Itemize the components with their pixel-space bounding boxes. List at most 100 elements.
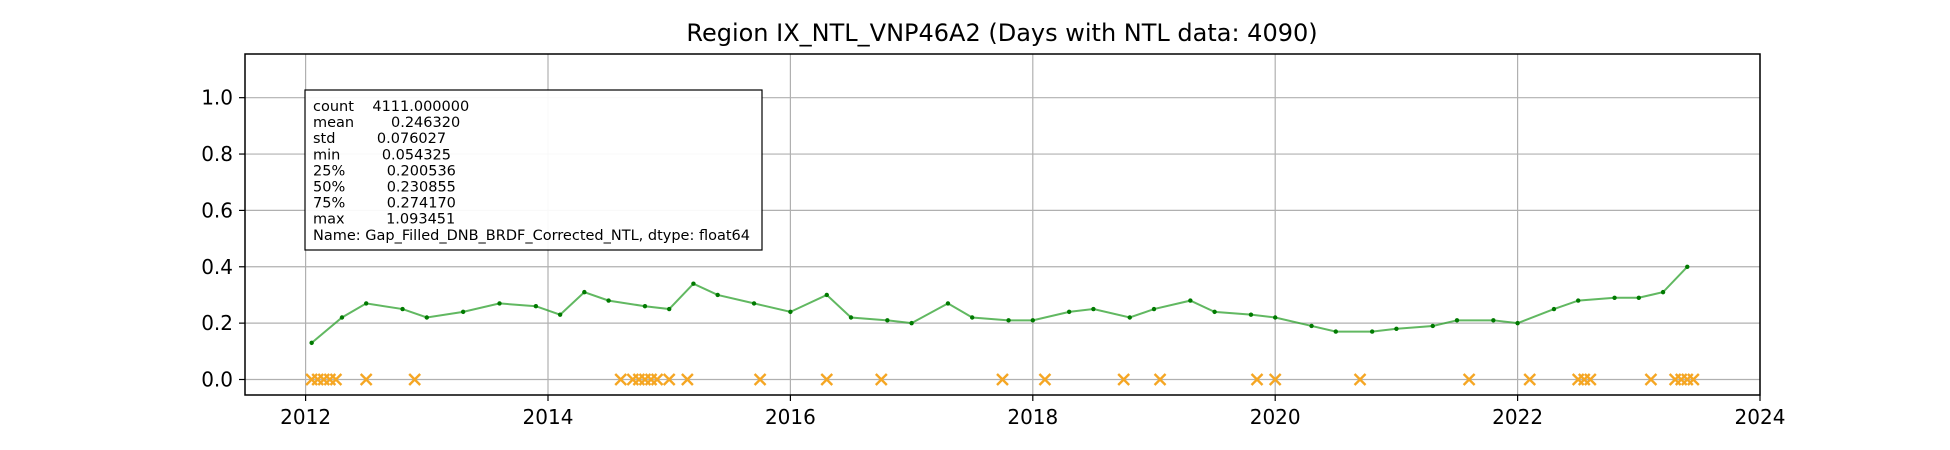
- chart-title: Region IX_NTL_VNP46A2 (Days with NTL dat…: [686, 19, 1317, 47]
- gap-marker-stroke: [1523, 373, 1537, 386]
- ntl-data-point: [400, 306, 405, 312]
- x-tick-label: 2012: [280, 405, 331, 429]
- y-tick-label: 0.2: [201, 311, 233, 335]
- x-tick-label: 2024: [1735, 405, 1786, 429]
- y-tick-label: 0.6: [201, 198, 233, 222]
- ntl-data-point: [1030, 318, 1036, 323]
- y-axis: 0.0 0.2 0.4 0.6 0.8 1.0: [201, 86, 245, 392]
- ntl-data-point: [1091, 306, 1096, 312]
- gap-marker: [820, 373, 834, 386]
- gap-marker: [329, 373, 343, 386]
- ntl-data-point: [1066, 309, 1072, 315]
- stats-line: 75% 0.274170: [313, 196, 456, 212]
- ntl-data-point: [1309, 323, 1314, 329]
- ntl-data-point: [309, 340, 314, 346]
- ntl-data-point: [1127, 315, 1132, 320]
- gap-markers: [305, 373, 1700, 386]
- gap-marker: [1686, 373, 1700, 386]
- ntl-data-point: [1685, 264, 1690, 269]
- ntl-data-point: [1394, 326, 1399, 331]
- ntl-data-point: [364, 301, 369, 306]
- x-tick-label: 2016: [765, 405, 816, 429]
- ntl-data-point: [1273, 315, 1278, 320]
- gap-marker: [1523, 373, 1537, 386]
- ntl-data-point: [1491, 318, 1496, 323]
- ntl-data-point: [788, 309, 793, 315]
- gap-marker-stroke: [1353, 373, 1367, 386]
- y-tick-label: 0.0: [201, 368, 233, 392]
- gap-marker: [662, 373, 676, 386]
- stats-line: 50% 0.230855: [313, 180, 456, 196]
- stats-line: std 0.076027: [313, 131, 446, 147]
- gap-marker: [874, 373, 888, 386]
- ntl-data-point: [582, 289, 587, 295]
- ntl-data-point: [1430, 323, 1435, 329]
- gap-marker: [681, 373, 694, 386]
- x-tick-label: 2022: [1492, 405, 1543, 429]
- plot-frame: [244, 53, 1761, 396]
- ntl-data-point: [1454, 318, 1460, 323]
- gap-marker-stroke: [1686, 373, 1700, 386]
- ntl-data-point: [1515, 320, 1520, 326]
- gap-marker-stroke: [614, 373, 628, 386]
- gap-marker: [650, 373, 664, 386]
- ntl-data-point: [715, 292, 720, 298]
- gap-marker-stroke: [681, 373, 694, 386]
- gap-marker: [1268, 373, 1282, 386]
- gap-marker-stroke: [1117, 373, 1131, 386]
- ntl-data-point: [424, 315, 429, 320]
- y-tick-label: 0.8: [201, 142, 233, 166]
- ntl-data-point: [1660, 289, 1666, 295]
- ntl-data-point: [1576, 298, 1581, 303]
- ntl-data-point: [751, 301, 757, 306]
- stats-line: mean 0.246320: [313, 115, 460, 131]
- ntl-data-point: [606, 298, 611, 303]
- ntl-data-point: [339, 315, 345, 320]
- gap-marker-stroke: [753, 373, 767, 386]
- ntl-data-point: [1612, 295, 1617, 300]
- gap-marker: [1117, 373, 1131, 386]
- y-tick-label: 1.0: [201, 86, 233, 110]
- y-tick-label: 0.4: [201, 255, 233, 279]
- gap-marker-stroke: [650, 373, 664, 386]
- x-tick-label: 2020: [1250, 405, 1301, 429]
- ntl-data-point: [824, 292, 829, 298]
- gap-marker-stroke: [820, 373, 834, 386]
- stats-line: min 0.054325: [313, 147, 451, 163]
- ntl-data-point: [848, 315, 854, 320]
- ntl-data-point: [460, 309, 466, 315]
- stats-line: count 4111.000000: [313, 99, 469, 115]
- ntl-data-point: [970, 315, 975, 320]
- gap-marker: [1038, 373, 1052, 386]
- stats-line: 25% 0.200536: [313, 163, 456, 179]
- gap-marker-stroke: [874, 373, 888, 386]
- gap-marker-stroke: [1250, 373, 1264, 386]
- series-layer: [309, 264, 1690, 346]
- gap-marker-stroke: [359, 373, 373, 386]
- gap-marker: [408, 373, 422, 386]
- gap-marker-stroke: [329, 373, 343, 386]
- ntl-data-point: [667, 306, 672, 312]
- gap-marker-stroke: [408, 373, 422, 386]
- ntl-data-point: [533, 304, 539, 309]
- x-tick-label: 2014: [523, 405, 574, 429]
- ntl-data-point: [1006, 318, 1011, 323]
- ntl-data-point: [557, 312, 563, 317]
- gap-marker: [359, 373, 373, 386]
- gap-marker-stroke: [1462, 373, 1476, 386]
- gap-marker: [996, 373, 1009, 386]
- ntl-data-point: [1551, 306, 1557, 312]
- x-axis: 2012 2014 2016 2018 2020 2022 2024: [280, 395, 1785, 429]
- gap-marker-stroke: [1268, 373, 1282, 386]
- ntl-data-point: [497, 301, 502, 306]
- gap-marker: [1462, 373, 1476, 386]
- gap-marker-stroke: [1153, 373, 1167, 386]
- ntl-data-point: [1369, 329, 1375, 334]
- ntl-data-point: [885, 318, 890, 323]
- gap-marker-stroke: [1644, 373, 1658, 386]
- ntl-data-point: [642, 304, 648, 309]
- gap-marker: [1250, 373, 1264, 386]
